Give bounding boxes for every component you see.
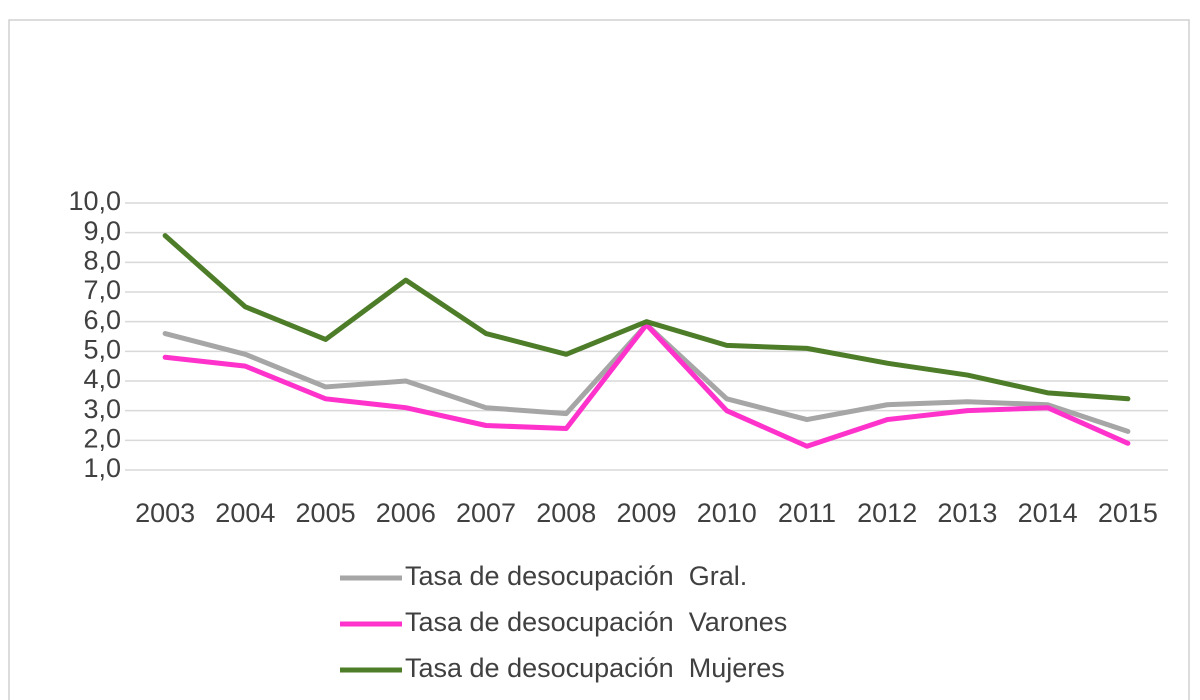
y-tick-label: 5,0 (83, 334, 121, 364)
series-line (162, 322, 1131, 449)
x-tick-label: 2005 (296, 498, 356, 528)
chart-frame (8, 19, 1190, 700)
y-tick-label: 1,0 (83, 453, 121, 483)
x-tick-label: 2010 (697, 498, 757, 528)
x-tick-label: 2007 (456, 498, 516, 528)
y-tick-label: 7,0 (83, 275, 121, 305)
x-tick-label: 2009 (616, 498, 676, 528)
x-tick-label: 2003 (135, 498, 195, 528)
x-tick-label: 2013 (937, 498, 997, 528)
x-tick-label: 2015 (1098, 498, 1158, 528)
y-tick-label: 8,0 (83, 245, 121, 275)
x-tick-label: 2006 (376, 498, 436, 528)
legend-label: Tasa de desocupación Gral. (405, 561, 747, 591)
y-tick-label: 3,0 (83, 394, 121, 424)
y-tick-label: 10,0 (68, 186, 121, 216)
x-tick-label: 2014 (1018, 498, 1078, 528)
y-tick-label: 9,0 (83, 216, 121, 246)
x-tick-label: 2008 (536, 498, 596, 528)
x-tick-label: 2004 (215, 498, 275, 528)
x-tick-label: 2012 (857, 498, 917, 528)
legend-label: Tasa de desocupación Varones (405, 607, 787, 637)
y-tick-label: 6,0 (83, 305, 121, 335)
y-tick-label: 2,0 (83, 423, 121, 453)
x-tick-label: 2011 (778, 498, 836, 528)
series-line (162, 233, 1131, 402)
legend-label: Tasa de desocupación Mujeres (405, 653, 785, 683)
y-tick-label: 4,0 (83, 364, 121, 394)
